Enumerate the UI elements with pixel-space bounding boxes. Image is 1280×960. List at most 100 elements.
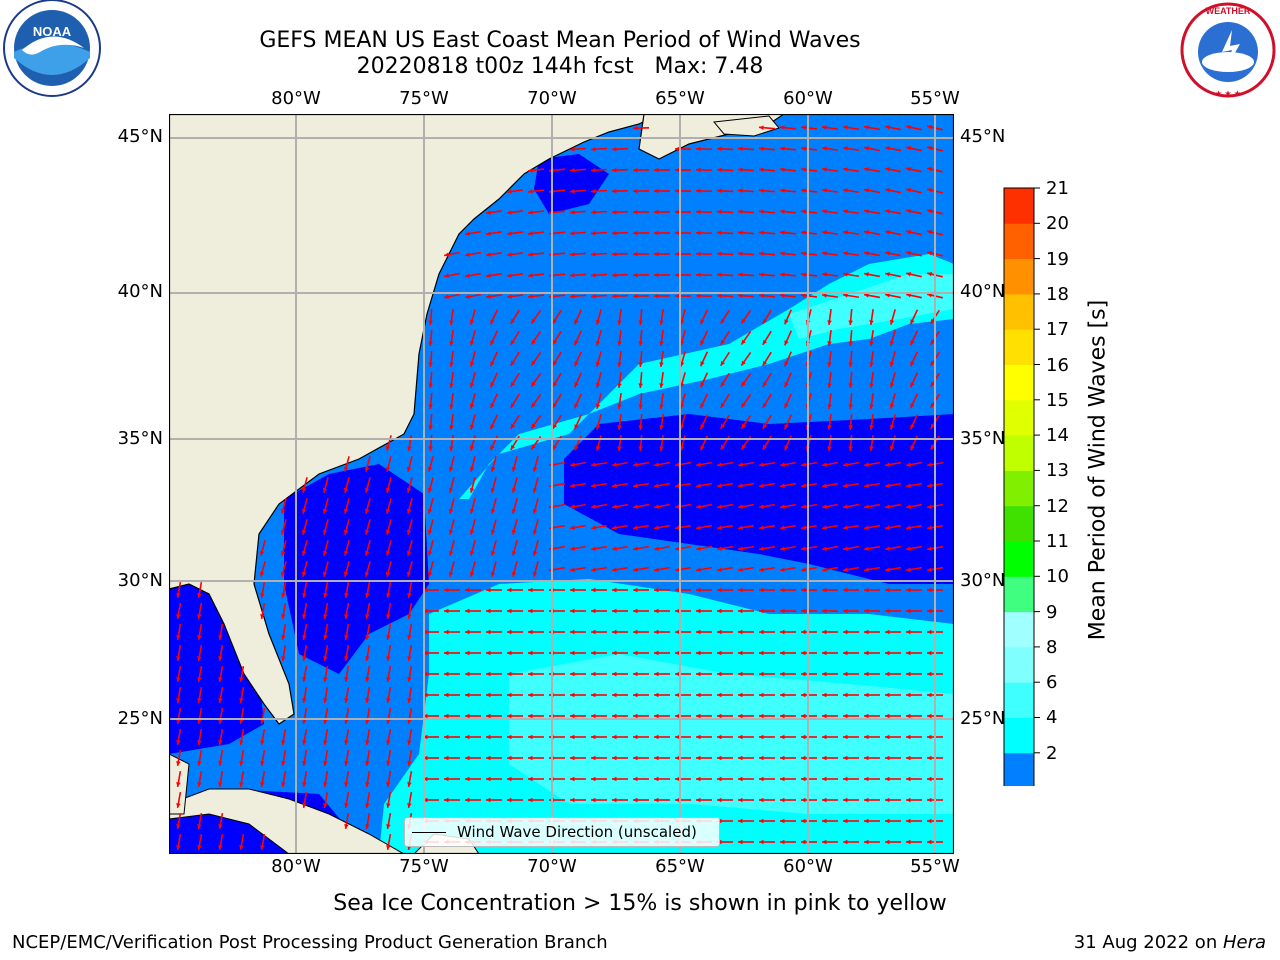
wind-wave-arrow bbox=[611, 545, 629, 551]
wind-wave-arrow bbox=[738, 797, 754, 803]
wind-wave-arrow bbox=[843, 797, 859, 803]
wind-wave-arrow bbox=[783, 414, 793, 430]
wind-wave-arrow bbox=[611, 482, 629, 488]
wind-wave-arrow bbox=[407, 707, 413, 725]
wind-wave-arrow bbox=[780, 776, 796, 782]
wind-wave-arrow bbox=[443, 272, 461, 278]
wind-wave-arrow bbox=[863, 461, 881, 467]
map-frame bbox=[168, 113, 955, 855]
wind-wave-arrow bbox=[302, 581, 308, 599]
wind-wave-arrow bbox=[323, 581, 329, 599]
noaa-logo: NOAA bbox=[0, 0, 104, 104]
wind-wave-arrow bbox=[738, 692, 754, 698]
wind-wave-arrow bbox=[827, 329, 832, 347]
wind-wave-arrow bbox=[218, 686, 224, 704]
wind-wave-arrow bbox=[716, 461, 734, 467]
wind-wave-arrow bbox=[507, 734, 523, 740]
wind-wave-arrow bbox=[759, 755, 775, 761]
wind-wave-arrow bbox=[758, 545, 776, 551]
wind-wave-arrow bbox=[176, 791, 182, 809]
wind-wave-arrow bbox=[469, 435, 476, 451]
wind-wave-arrow bbox=[322, 519, 329, 535]
wind-wave-arrow bbox=[884, 272, 902, 278]
wind-wave-arrow bbox=[638, 308, 643, 326]
wind-wave-arrow bbox=[717, 650, 733, 656]
wind-wave-arrow bbox=[590, 461, 608, 467]
wind-wave-arrow bbox=[528, 650, 544, 656]
wind-wave-arrow bbox=[490, 498, 497, 514]
wind-wave-arrow bbox=[239, 833, 245, 851]
wind-wave-arrow bbox=[716, 293, 734, 299]
wind-wave-arrow bbox=[842, 125, 860, 131]
wind-wave-arrow bbox=[428, 371, 433, 389]
wind-wave-arrow bbox=[364, 498, 371, 514]
wind-wave-arrow bbox=[465, 629, 481, 635]
wind-wave-arrow bbox=[827, 308, 832, 326]
cb-tick-2: 2 bbox=[1046, 743, 1058, 764]
wind-wave-arrow bbox=[465, 608, 481, 614]
wind-wave-arrow bbox=[863, 545, 881, 551]
wind-wave-arrow bbox=[591, 608, 607, 614]
wind-wave-arrow bbox=[530, 372, 542, 388]
wind-wave-arrow bbox=[617, 329, 622, 347]
wind-wave-arrow bbox=[365, 791, 371, 809]
wind-wave-arrow bbox=[176, 623, 182, 641]
graticule bbox=[169, 114, 954, 854]
cb-tick-16: 16 bbox=[1046, 355, 1069, 376]
wind-wave-arrow bbox=[365, 644, 371, 662]
wind-wave-arrow bbox=[573, 393, 583, 409]
wind-wave-arrow bbox=[864, 608, 880, 614]
wind-wave-arrow bbox=[653, 188, 671, 194]
wind-wave-arrow bbox=[864, 818, 880, 824]
wind-wave-arrow bbox=[869, 308, 874, 326]
wind-wave-arrow bbox=[864, 755, 880, 761]
lat-label-left-25n: 25°N bbox=[117, 708, 163, 729]
wind-wave-arrow bbox=[653, 545, 671, 551]
wind-wave-arrow bbox=[569, 566, 587, 572]
wind-wave-arrow bbox=[653, 251, 671, 257]
wind-wave-arrow bbox=[716, 272, 734, 278]
wind-wave-arrow bbox=[386, 623, 392, 641]
wind-wave-arrow bbox=[260, 602, 266, 620]
wind-wave-arrow bbox=[385, 456, 392, 472]
wind-wave-arrow bbox=[469, 351, 476, 367]
cb-tick-9: 9 bbox=[1046, 602, 1058, 623]
wind-wave-arrow bbox=[906, 734, 922, 740]
wind-wave-arrow bbox=[511, 456, 518, 472]
wind-wave-arrow bbox=[322, 540, 329, 556]
wind-wave-arrow bbox=[428, 308, 433, 326]
wind-wave-arrow bbox=[260, 707, 266, 725]
wind-wave-arrow bbox=[827, 413, 832, 431]
lon-label-bottom-75w: 75°W bbox=[399, 856, 449, 877]
wind-wave-arrow bbox=[612, 608, 628, 614]
wind-wave-arrow bbox=[612, 755, 628, 761]
wind-wave-arrow bbox=[507, 629, 523, 635]
wind-wave-arrow bbox=[654, 797, 670, 803]
wind-wave-arrow bbox=[448, 519, 455, 535]
wind-wave-arrow bbox=[699, 351, 709, 367]
wind-wave-arrow bbox=[448, 477, 455, 493]
wind-wave-arrow bbox=[617, 392, 622, 410]
wind-wave-arrow bbox=[675, 587, 691, 593]
wind-wave-arrow bbox=[738, 776, 754, 782]
wind-wave-arrow bbox=[632, 482, 650, 488]
wind-wave-arrow bbox=[444, 608, 460, 614]
land-newfoundland bbox=[713, 115, 780, 137]
wind-wave-arrow bbox=[906, 776, 922, 782]
wind-wave-arrow bbox=[821, 566, 839, 572]
wind-wave-arrow bbox=[884, 188, 902, 194]
wind-wave-arrow bbox=[720, 414, 730, 430]
wind-wave-arrow bbox=[863, 503, 881, 509]
wind-wave-arrow bbox=[385, 498, 392, 514]
wind-wave-arrow bbox=[465, 776, 481, 782]
svg-text:NOAA: NOAA bbox=[33, 24, 72, 39]
wind-wave-arrow bbox=[906, 251, 922, 257]
wind-wave-arrow bbox=[740, 372, 752, 388]
wind-wave-arrow bbox=[717, 629, 733, 635]
wind-wave-arrow bbox=[884, 293, 902, 299]
wind-wave-arrow bbox=[842, 482, 860, 488]
wind-wave-arrow bbox=[674, 272, 692, 278]
wind-wave-arrow bbox=[889, 435, 896, 451]
wind-wave-arrow bbox=[758, 230, 776, 235]
wind-wave-arrow bbox=[448, 561, 455, 577]
